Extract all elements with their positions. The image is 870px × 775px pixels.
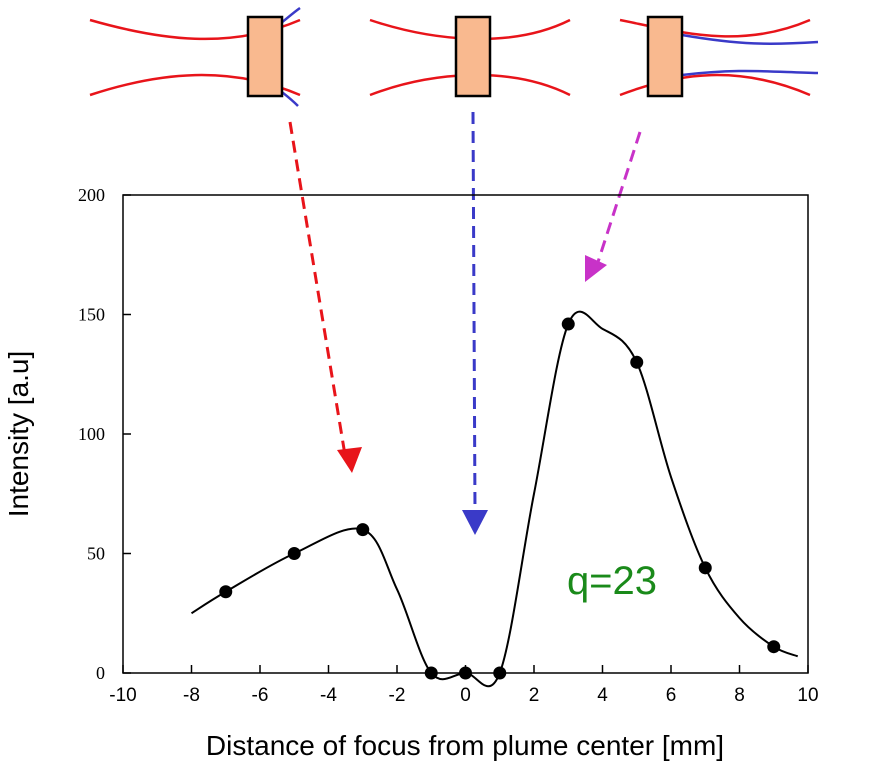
fit-curve — [190, 310, 799, 688]
x-tick-label: 8 — [734, 685, 745, 706]
data-point — [356, 523, 370, 537]
y-tick-label: 50 — [87, 544, 105, 564]
data-point — [287, 547, 301, 560]
data-point — [767, 640, 781, 654]
x-tick-label: -4 — [320, 685, 337, 706]
x-tick-label: 0 — [460, 685, 471, 706]
x-tick-label: -10 — [109, 685, 136, 706]
y-axis-label: Intensity [a.u] — [3, 351, 34, 518]
y-tick-label: 200 — [78, 185, 105, 205]
y-tick-label: 100 — [78, 424, 105, 444]
data-point — [698, 561, 712, 575]
data-point — [219, 585, 233, 599]
x-tick-label: 4 — [597, 685, 608, 706]
x-tick-label: 10 — [797, 685, 818, 706]
plot-frame — [122, 194, 809, 674]
data-point — [424, 666, 438, 680]
annotation: q=23 — [567, 559, 657, 603]
arrows — [288, 111, 642, 535]
x-axis-label: Distance of focus from plume center [mm] — [206, 730, 724, 761]
x-tick-label: -6 — [252, 685, 269, 706]
x-tick-label: -2 — [389, 685, 406, 706]
y-tick-label: 150 — [78, 305, 105, 325]
x-tick-label: 2 — [529, 685, 540, 706]
data-point — [630, 355, 644, 369]
data-point — [493, 666, 507, 680]
data-point — [561, 317, 575, 331]
x-tick-label: 6 — [666, 685, 677, 706]
beam-diagrams — [89, 6, 819, 107]
y-tick-label: 0 — [96, 663, 105, 683]
data-point — [459, 666, 472, 680]
x-tick-label: -8 — [183, 685, 200, 706]
